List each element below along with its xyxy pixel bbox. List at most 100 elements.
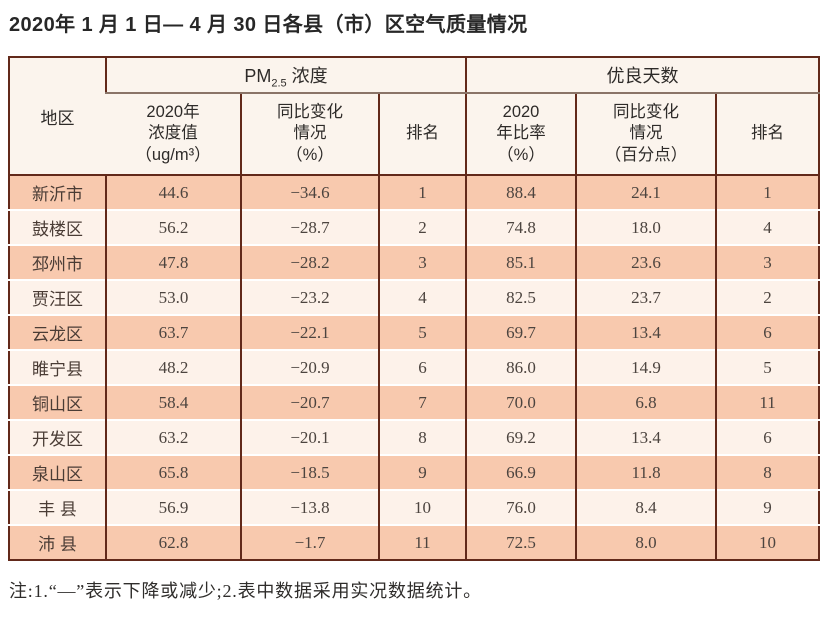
column-group-good-days: 优良天数 xyxy=(465,57,820,94)
table-header: 地区 PM2.5 浓度 优良天数 2020年 浓度值 （ug/m³） 同比变化 … xyxy=(9,57,820,176)
good-rate-cell: 69.7 xyxy=(465,314,577,350)
pm25-value-cell: 62.8 xyxy=(105,524,241,560)
column-header-good-rate: 2020 年比率 （%） xyxy=(465,93,577,176)
good-change-cell: 24.1 xyxy=(575,175,717,210)
pm25-rank-cell: 7 xyxy=(377,384,467,420)
pm25-value-cell: 56.9 xyxy=(105,489,241,525)
air-quality-table: 地区 PM2.5 浓度 优良天数 2020年 浓度值 （ug/m³） 同比变化 … xyxy=(8,56,821,561)
pm25-value-cell: 47.8 xyxy=(105,244,241,280)
good-rate-cell: 72.5 xyxy=(465,524,577,560)
region-cell: 邳州市 xyxy=(9,244,106,280)
footnote: 注:1.“—”表示下降或减少;2.表中数据采用实况数据统计。 xyxy=(9,581,482,601)
pm25-rank-cell: 9 xyxy=(377,454,467,490)
column-header-pm25-change: 同比变化 情况 （%） xyxy=(240,93,379,176)
good-rank-cell: 2 xyxy=(715,279,820,315)
table-row: 新沂市 44.6 −34.6 1 88.4 24.1 1 xyxy=(9,175,820,210)
good-change-cell: 8.4 xyxy=(575,489,717,525)
pm25-value-cell: 53.0 xyxy=(105,279,241,315)
region-cell: 鼓楼区 xyxy=(9,209,106,245)
pm25-rank-cell: 6 xyxy=(377,349,467,385)
region-cell: 沛 县 xyxy=(9,524,106,560)
good-rate-cell: 69.2 xyxy=(465,419,577,455)
pm25-value-cell: 44.6 xyxy=(105,175,241,210)
column-group-pm25: PM2.5 浓度 xyxy=(104,57,467,94)
good-rank-cell: 8 xyxy=(715,454,820,490)
region-cell: 开发区 xyxy=(9,419,106,455)
good-rank-cell: 1 xyxy=(715,175,820,210)
good-change-cell: 23.6 xyxy=(575,244,717,280)
good-rank-cell: 9 xyxy=(715,489,820,525)
good-rate-cell: 88.4 xyxy=(465,175,577,210)
pm25-change-cell: −20.1 xyxy=(240,419,379,455)
pm25-rank-cell: 8 xyxy=(377,419,467,455)
pm25-rank-cell: 2 xyxy=(377,209,467,245)
good-rate-cell: 85.1 xyxy=(465,244,577,280)
good-rank-cell: 3 xyxy=(715,244,820,280)
good-change-cell: 13.4 xyxy=(575,314,717,350)
pm25-label-prefix: PM xyxy=(244,66,272,86)
page: 2020年 1 月 1 日— 4 月 30 日各县（市）区空气质量情况 地区 P… xyxy=(8,14,821,601)
good-rank-cell: 4 xyxy=(715,209,820,245)
column-header-good-rank: 排名 xyxy=(715,93,820,176)
pm25-change-cell: −28.2 xyxy=(240,244,379,280)
column-header-pm25-rank: 排名 xyxy=(377,93,467,176)
good-rank-cell: 6 xyxy=(715,314,820,350)
good-rate-cell: 74.8 xyxy=(465,209,577,245)
good-rank-cell: 5 xyxy=(715,349,820,385)
pm25-rank-cell: 5 xyxy=(377,314,467,350)
table-row: 贾汪区 53.0 −23.2 4 82.5 23.7 2 xyxy=(9,279,820,315)
good-change-cell: 11.8 xyxy=(575,454,717,490)
region-cell: 泉山区 xyxy=(9,454,106,490)
column-header-good-change: 同比变化 情况 （百分点） xyxy=(575,93,717,176)
table-row: 开发区 63.2 −20.1 8 69.2 13.4 6 xyxy=(9,419,820,455)
pm25-rank-cell: 3 xyxy=(377,244,467,280)
pm25-change-cell: −13.8 xyxy=(240,489,379,525)
pm25-change-cell: −18.5 xyxy=(240,454,379,490)
pm25-rank-cell: 1 xyxy=(377,175,467,210)
good-change-cell: 14.9 xyxy=(575,349,717,385)
good-rate-cell: 66.9 xyxy=(465,454,577,490)
pm25-label-suffix: 浓度 xyxy=(286,66,328,86)
table-row: 丰 县 56.9 −13.8 10 76.0 8.4 9 xyxy=(9,489,820,525)
pm25-rank-cell: 4 xyxy=(377,279,467,315)
pm25-change-cell: −22.1 xyxy=(240,314,379,350)
pm25-change-cell: −20.7 xyxy=(240,384,379,420)
good-change-cell: 6.8 xyxy=(575,384,717,420)
table-row: 鼓楼区 56.2 −28.7 2 74.8 18.0 4 xyxy=(9,209,820,245)
pm25-value-cell: 56.2 xyxy=(105,209,241,245)
table-body: 新沂市 44.6 −34.6 1 88.4 24.1 1 鼓楼区 56.2 −28.7 2 74.8 1… xyxy=(9,175,820,560)
good-rank-cell: 6 xyxy=(715,419,820,455)
pm25-change-cell: −1.7 xyxy=(240,524,379,560)
pm25-value-cell: 65.8 xyxy=(105,454,241,490)
pm25-change-cell: −34.6 xyxy=(240,175,379,210)
table-row: 睢宁县 48.2 −20.9 6 86.0 14.9 5 xyxy=(9,349,820,385)
good-rate-cell: 82.5 xyxy=(465,279,577,315)
good-rank-cell: 11 xyxy=(715,384,820,420)
region-cell: 云龙区 xyxy=(9,314,106,350)
pm25-value-cell: 63.2 xyxy=(105,419,241,455)
pm25-value-cell: 63.7 xyxy=(105,314,241,350)
pm25-value-cell: 58.4 xyxy=(105,384,241,420)
region-cell: 铜山区 xyxy=(9,384,106,420)
pm25-change-cell: −28.7 xyxy=(240,209,379,245)
region-cell: 睢宁县 xyxy=(9,349,106,385)
good-change-cell: 8.0 xyxy=(575,524,717,560)
sub-header-row: 2020年 浓度值 （ug/m³） 同比变化 情况 （%） 排名 2020 年比… xyxy=(9,93,820,176)
region-cell: 贾汪区 xyxy=(9,279,106,315)
good-rate-cell: 86.0 xyxy=(465,349,577,385)
pm25-rank-cell: 11 xyxy=(377,524,467,560)
good-rank-cell: 10 xyxy=(715,524,820,560)
good-change-cell: 13.4 xyxy=(575,419,717,455)
pm25-rank-cell: 10 xyxy=(377,489,467,525)
good-change-cell: 18.0 xyxy=(575,209,717,245)
table-row: 邳州市 47.8 −28.2 3 85.1 23.6 3 xyxy=(9,244,820,280)
table-row: 沛 县 62.8 −1.7 11 72.5 8.0 10 xyxy=(9,524,820,560)
pm25-change-cell: −23.2 xyxy=(240,279,379,315)
table-row: 铜山区 58.4 −20.7 7 70.0 6.8 11 xyxy=(9,384,820,420)
column-header-pm25-value: 2020年 浓度值 （ug/m³） xyxy=(106,93,241,176)
pm25-value-cell: 48.2 xyxy=(105,349,241,385)
column-header-region: 地区 xyxy=(9,57,106,176)
pm25-label-subscript: 2.5 xyxy=(271,77,287,90)
good-rate-cell: 70.0 xyxy=(465,384,577,420)
region-cell: 丰 县 xyxy=(9,489,106,525)
